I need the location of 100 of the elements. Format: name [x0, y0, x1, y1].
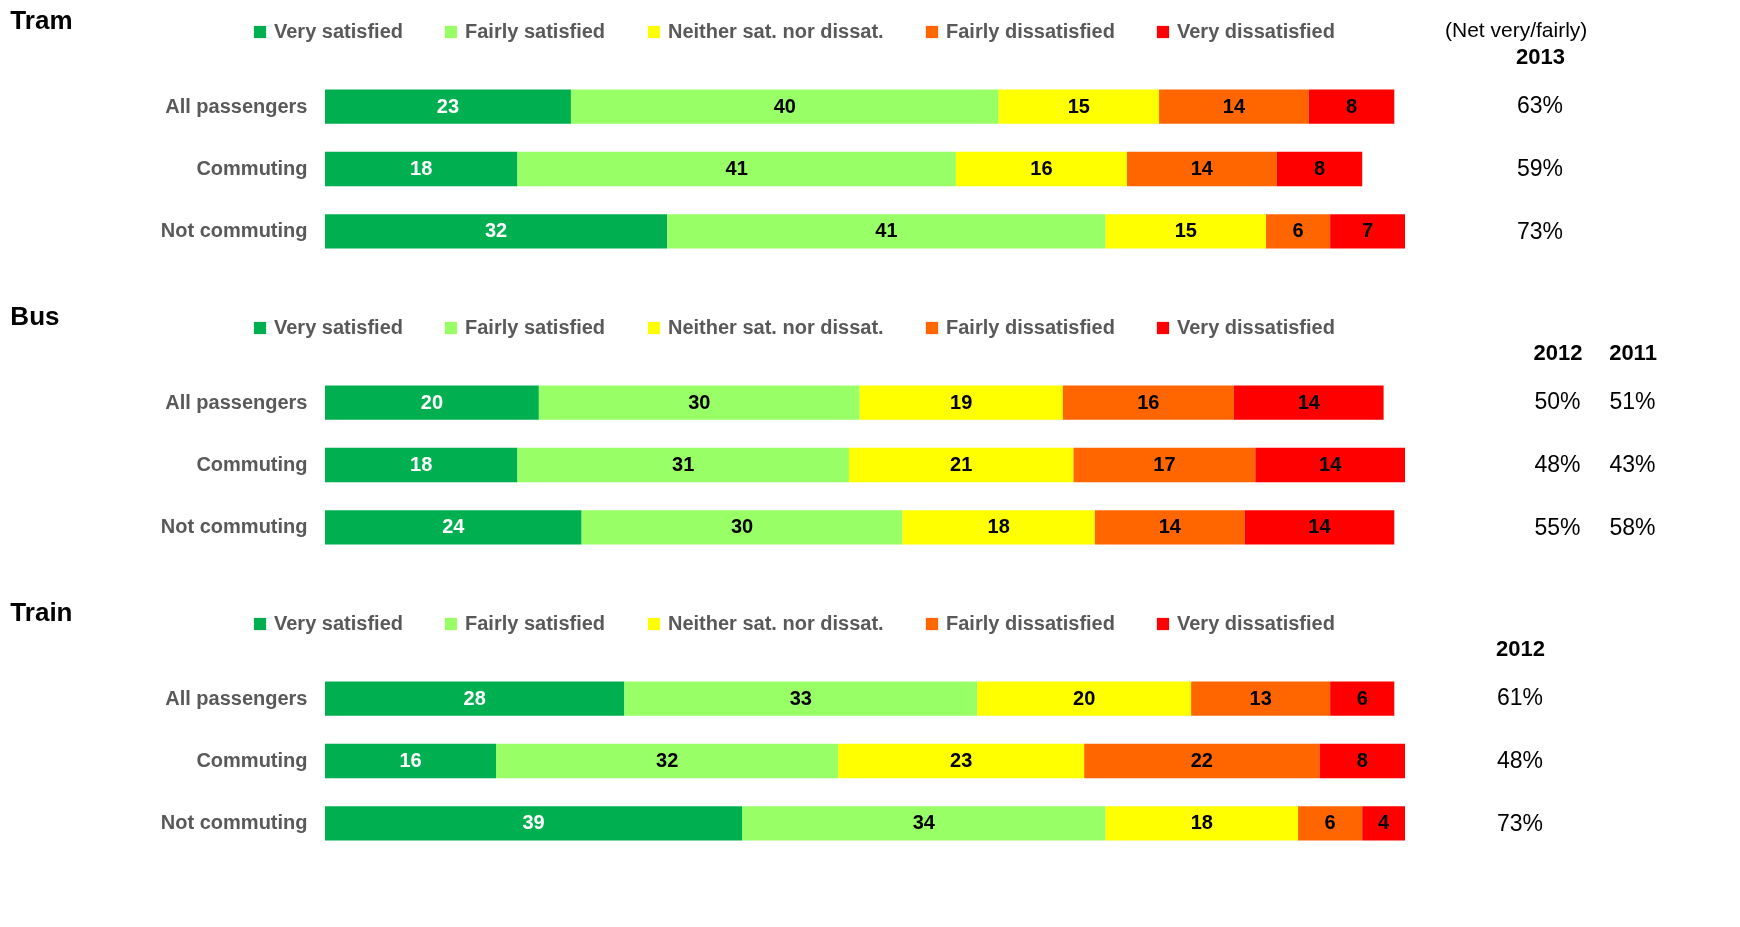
data-label: 14	[1297, 390, 1321, 413]
bar	[848, 447, 1074, 483]
data-label: 22	[1190, 749, 1213, 771]
text: (Net very/fairly)	[1445, 18, 1588, 41]
legend-label: Fairly dissatisfied	[946, 612, 1115, 634]
bar	[517, 151, 956, 187]
bar	[1330, 681, 1395, 716]
data-label: 14	[1308, 515, 1332, 538]
data-label: 41	[725, 157, 748, 179]
text: 2012	[1496, 635, 1545, 661]
bar	[742, 806, 1106, 841]
data-label: 14	[1190, 157, 1214, 179]
bar	[325, 214, 668, 249]
bar	[1233, 385, 1384, 420]
bar	[325, 447, 518, 483]
data-label: 17	[1153, 453, 1176, 475]
legend-label: Very dissatisfied	[1177, 612, 1335, 634]
bar	[1319, 743, 1405, 779]
bar	[1298, 806, 1363, 841]
bar	[1308, 89, 1395, 124]
data-label: 16	[1030, 157, 1053, 179]
legend-label: Fairly dissatisfied	[946, 316, 1115, 338]
data-label: 34	[912, 811, 936, 834]
legend-label: Very satisfied	[274, 316, 403, 338]
y-tick-label: Not commuting	[160, 219, 308, 242]
bar	[624, 681, 978, 716]
data-label: 32	[484, 219, 508, 242]
bar	[667, 214, 1106, 249]
data-label: 8	[1345, 94, 1358, 117]
bar	[496, 743, 839, 779]
bar	[1265, 214, 1331, 249]
text: 55%	[1534, 514, 1581, 541]
bar	[859, 385, 1063, 420]
data-label: 30	[688, 390, 711, 413]
text: 59%	[1516, 155, 1564, 181]
y-tick-label: All passengers	[165, 686, 308, 709]
bar	[325, 89, 571, 124]
bar	[1084, 743, 1320, 779]
data-label: 18	[410, 453, 433, 475]
bar	[838, 743, 1085, 779]
y-tick-label: Not commuting	[160, 811, 308, 834]
y-tick-label: Commuting	[196, 453, 308, 475]
bar	[1191, 681, 1331, 716]
data-label: 19	[950, 390, 973, 413]
data-label: 33	[789, 686, 812, 709]
bar	[581, 510, 903, 545]
bar	[902, 510, 1095, 545]
data-label: 28	[463, 686, 486, 709]
legend-label: Neither sat. nor dissat.	[668, 612, 884, 634]
bar	[570, 89, 999, 124]
data-label: 14	[1222, 94, 1246, 117]
bar	[1244, 510, 1395, 545]
data-label: 18	[987, 515, 1010, 538]
bar	[325, 806, 743, 841]
data-label: 7	[1362, 219, 1374, 242]
bar	[1276, 151, 1363, 187]
legend-label: Fairly satisfied	[465, 316, 606, 338]
data-label: 18	[1190, 811, 1213, 834]
data-label: 15	[1067, 94, 1090, 117]
bar	[538, 385, 860, 420]
y-tick-label: All passengers	[165, 390, 308, 413]
data-label: 4	[1378, 811, 1391, 834]
text: 2012	[1533, 339, 1583, 365]
text: 2013	[1516, 43, 1565, 69]
legend-label: Neither sat. nor dissat.	[668, 316, 884, 338]
text: 61%	[1496, 683, 1544, 710]
bar	[325, 743, 497, 779]
bar	[325, 151, 518, 187]
data-label: 18	[410, 157, 433, 179]
bar	[1105, 214, 1266, 249]
bar	[1159, 89, 1309, 124]
text: 50%	[1534, 387, 1581, 414]
data-label: 20	[1073, 686, 1096, 709]
legend-label: Fairly satisfied	[465, 20, 606, 42]
data-label: 14	[1319, 453, 1343, 475]
data-label: 16	[399, 749, 422, 771]
text: 73%	[1496, 810, 1544, 837]
text: Tram	[10, 5, 73, 35]
data-label: 30	[730, 515, 754, 538]
text: 43%	[1609, 451, 1656, 477]
legend-label: Very satisfied	[274, 612, 403, 634]
legend-label: Very dissatisfied	[1177, 316, 1335, 338]
bar	[1073, 447, 1256, 483]
bar	[1255, 447, 1405, 483]
bar	[1330, 214, 1405, 249]
y-tick-label: Commuting	[196, 157, 308, 179]
data-label: 14	[1158, 515, 1182, 538]
text: 48%	[1534, 451, 1581, 477]
y-tick-label: Commuting	[196, 749, 308, 771]
data-label: 6	[1292, 219, 1304, 242]
text: 58%	[1609, 514, 1656, 541]
text: 51%	[1609, 387, 1656, 414]
data-label: 6	[1356, 686, 1368, 709]
data-label: 23	[950, 749, 973, 771]
data-label: 20	[420, 390, 444, 413]
text: 48%	[1496, 747, 1544, 773]
bar	[955, 151, 1127, 187]
data-label: 8	[1356, 749, 1368, 771]
data-label: 23	[436, 94, 460, 117]
text: Train	[10, 597, 73, 627]
